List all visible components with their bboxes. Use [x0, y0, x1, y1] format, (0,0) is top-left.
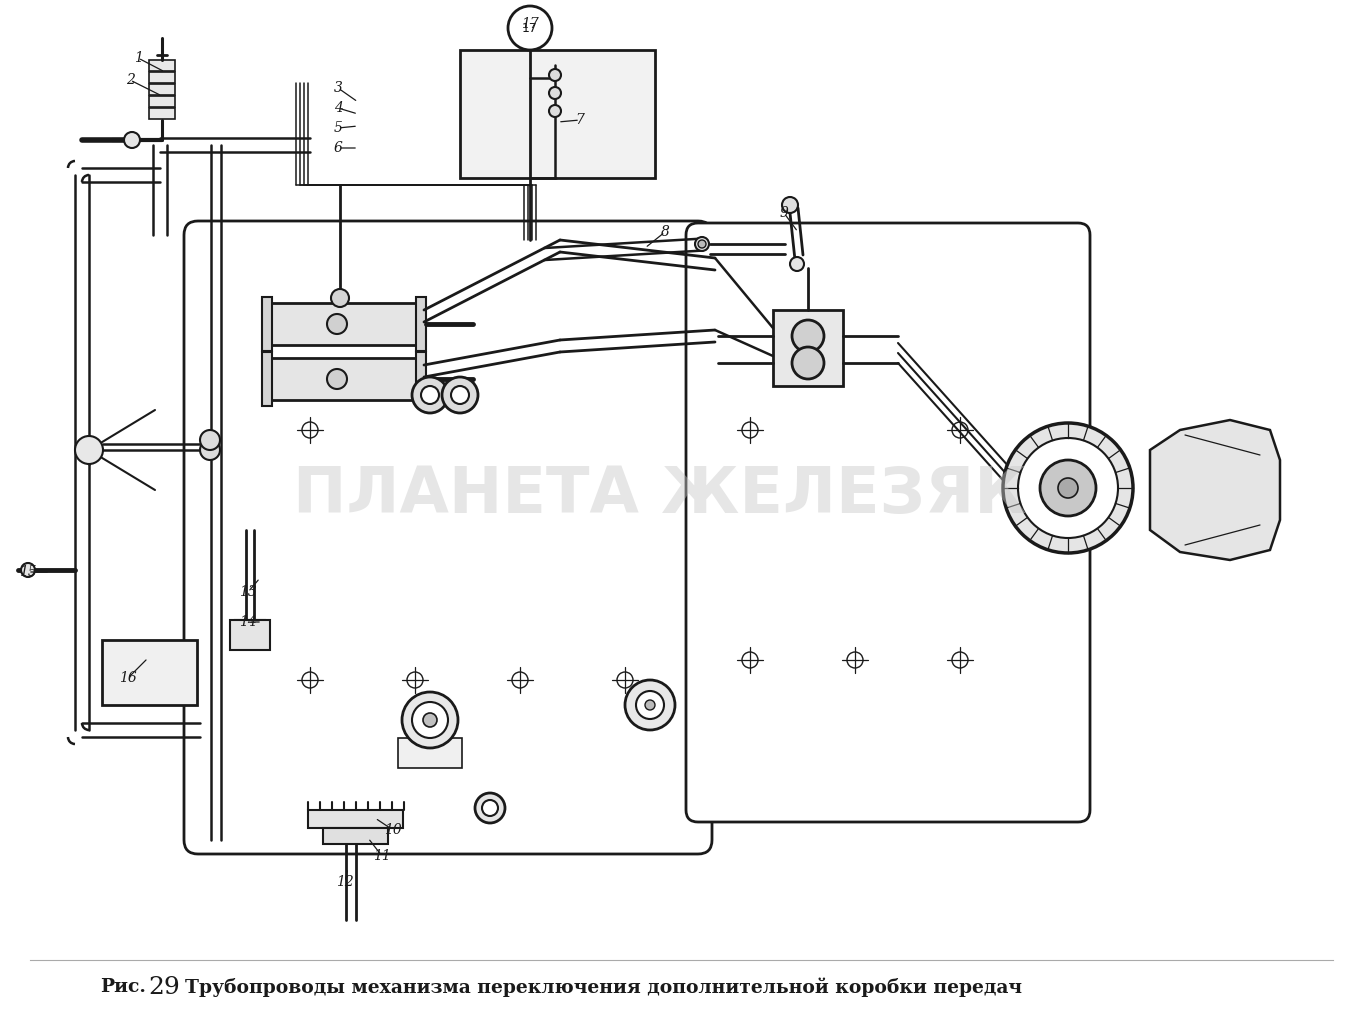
Circle shape — [75, 436, 104, 464]
Bar — [270, 358, 418, 400]
Circle shape — [402, 692, 458, 748]
Circle shape — [549, 105, 562, 117]
Text: 15: 15 — [19, 565, 37, 579]
Bar — [149, 84, 174, 96]
Circle shape — [474, 793, 506, 823]
Circle shape — [549, 87, 562, 99]
Circle shape — [483, 800, 497, 816]
Circle shape — [412, 377, 448, 413]
Circle shape — [549, 69, 562, 81]
Text: 6: 6 — [334, 141, 342, 155]
Circle shape — [695, 237, 709, 251]
Text: 3: 3 — [334, 81, 342, 96]
Text: ПЛАНЕТА ЖЕЛЕЗЯК: ПЛАНЕТА ЖЕЛЕЗЯК — [293, 464, 1026, 526]
Circle shape — [626, 680, 675, 730]
Bar — [149, 108, 174, 119]
Circle shape — [791, 257, 804, 271]
Circle shape — [637, 691, 664, 719]
Text: 11: 11 — [373, 849, 391, 863]
Circle shape — [1058, 478, 1078, 498]
Circle shape — [20, 563, 35, 577]
Circle shape — [1018, 438, 1118, 538]
Bar — [262, 352, 273, 406]
Text: 1: 1 — [134, 51, 143, 65]
Bar — [398, 738, 462, 768]
Circle shape — [698, 240, 706, 248]
Text: 9: 9 — [780, 206, 788, 220]
Circle shape — [645, 700, 656, 710]
Circle shape — [792, 320, 825, 352]
Text: 8: 8 — [661, 225, 669, 239]
Bar — [230, 620, 270, 650]
Text: Рис.: Рис. — [99, 978, 146, 996]
Bar — [416, 297, 427, 351]
FancyBboxPatch shape — [184, 221, 711, 854]
Circle shape — [442, 377, 478, 413]
Bar — [149, 72, 174, 83]
Text: 12: 12 — [337, 875, 354, 889]
Bar — [773, 310, 842, 386]
Circle shape — [782, 197, 797, 213]
Circle shape — [200, 430, 219, 450]
Bar — [308, 810, 403, 828]
Circle shape — [124, 132, 140, 148]
Bar — [149, 60, 174, 71]
Text: 5: 5 — [334, 121, 342, 135]
Bar — [149, 96, 174, 107]
Text: 10: 10 — [384, 823, 402, 837]
Text: 4: 4 — [334, 101, 342, 115]
Bar — [262, 297, 273, 351]
Text: Трубопроводы механизма переключения дополнительной коробки передач: Трубопроводы механизма переключения допо… — [185, 978, 1022, 997]
Text: 17: 17 — [522, 22, 538, 35]
Bar — [270, 303, 418, 345]
Text: 16: 16 — [119, 671, 136, 685]
Circle shape — [200, 440, 219, 460]
Text: 2: 2 — [125, 73, 135, 87]
Polygon shape — [1150, 420, 1280, 560]
Bar — [323, 828, 388, 844]
Circle shape — [508, 6, 552, 50]
Bar — [102, 640, 198, 705]
Circle shape — [1040, 460, 1096, 516]
FancyBboxPatch shape — [686, 223, 1090, 822]
Text: 13: 13 — [239, 585, 256, 599]
Bar — [416, 352, 427, 406]
Circle shape — [331, 289, 349, 307]
Circle shape — [423, 713, 438, 727]
Text: 14: 14 — [239, 615, 256, 629]
Text: 29: 29 — [149, 976, 180, 998]
Circle shape — [327, 314, 348, 334]
Circle shape — [421, 386, 439, 404]
Text: 7: 7 — [575, 113, 585, 127]
Text: 17: 17 — [521, 17, 538, 31]
Circle shape — [327, 369, 348, 389]
Circle shape — [1003, 423, 1133, 553]
Bar — [459, 50, 656, 178]
Circle shape — [792, 347, 825, 379]
Circle shape — [412, 702, 448, 738]
Circle shape — [451, 386, 469, 404]
